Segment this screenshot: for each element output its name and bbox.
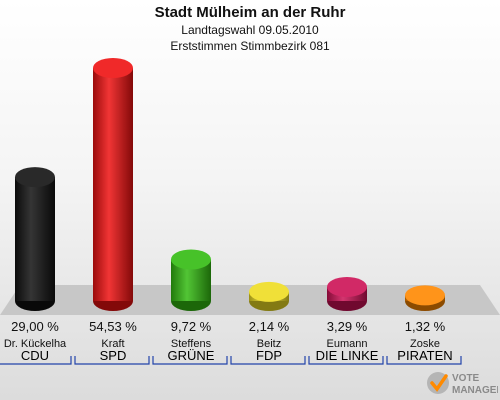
party-bracket — [0, 356, 72, 365]
bar-top — [249, 281, 289, 302]
party-bracket — [230, 356, 306, 365]
party-bracket — [152, 356, 228, 365]
party-label: GRÜNE — [168, 348, 215, 363]
value-label: 3,29 % — [327, 319, 368, 334]
candidate-label: Eumann — [327, 338, 368, 350]
party-bracket — [386, 356, 462, 365]
party-label: CDU — [21, 348, 49, 363]
bar-top — [15, 167, 55, 188]
value-label: 29,00 % — [11, 319, 59, 334]
candidate-label: Zoske — [410, 338, 440, 350]
candidate-label: Beitz — [257, 338, 281, 350]
bar-cdu — [15, 167, 55, 311]
checkmark-icon — [427, 372, 449, 394]
bar-top — [93, 58, 133, 78]
party-bracket — [308, 356, 384, 365]
bar-body — [93, 68, 133, 301]
value-label: 1,32 % — [405, 319, 446, 334]
party-label: PIRATEN — [397, 348, 452, 363]
party-label: DIE LINKE — [316, 348, 379, 363]
value-label: 54,53 % — [89, 319, 137, 334]
chart-subtitle: Landtagswahl 09.05.2010 — [181, 23, 319, 37]
chart-title: Stadt Mülheim an der Ruhr — [154, 4, 346, 21]
party-label: FDP — [256, 348, 282, 363]
bar-top — [405, 285, 445, 306]
bar-body — [15, 177, 55, 301]
bar-top — [171, 249, 211, 270]
bar-fdp — [249, 281, 289, 311]
candidate-label: Steffens — [171, 338, 212, 350]
value-label: 2,14 % — [249, 319, 290, 334]
candidate-label: Dr. Kückelha — [4, 338, 67, 350]
bar-piraten — [405, 285, 445, 311]
chart-subtitle-2: Erststimmen Stimmbezirk 081 — [170, 39, 330, 53]
bar-die-linke — [327, 276, 367, 311]
bar-gr-ne — [171, 249, 211, 311]
bars-group — [15, 58, 445, 311]
logo-text-vote: VOTE — [452, 373, 480, 384]
bar-top — [327, 276, 367, 297]
candidate-label: Kraft — [101, 338, 124, 350]
value-label: 9,72 % — [171, 319, 212, 334]
bar-spd — [93, 58, 133, 311]
logo-text-manager: MANAGER — [452, 385, 498, 396]
party-label: SPD — [100, 348, 127, 363]
vote-manager-logo: VOTE MANAGER — [427, 372, 498, 396]
party-bracket — [74, 356, 150, 365]
